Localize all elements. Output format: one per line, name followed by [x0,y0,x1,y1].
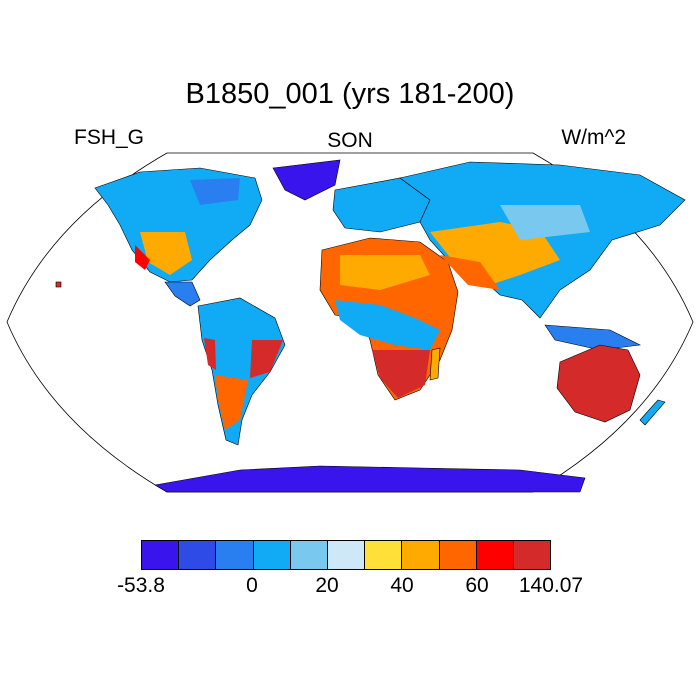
australia [556,344,641,423]
land-fields [55,159,686,493]
indonesia [544,324,642,351]
colorbar-label-20: 20 [315,574,339,597]
colorbar-label-min: -53.8 [117,574,165,597]
colorbar-segment [290,541,328,569]
new-zealand [639,399,666,426]
colorbar-label-60: 60 [465,574,489,597]
colorbar [141,540,551,570]
antarctica [154,465,586,493]
colorbar-segment [216,541,254,569]
colorbar-segment [142,541,180,569]
greenland [272,159,341,201]
colorbar-segment [179,541,217,569]
colorbar-segment [365,541,403,569]
season-label: SON [327,129,373,152]
colorbar-label-0: 0 [246,574,258,597]
plot-title: B1850_001 (yrs 181-200) [185,78,515,110]
south-america [197,297,286,446]
colorbar-segment [327,541,366,569]
colorbar-segment [439,541,477,569]
units-label: W/m^2 [561,126,626,149]
variable-label: FSH_G [74,126,145,149]
colorbar-segment [513,541,551,569]
madagascar [429,347,441,381]
central-america [164,281,201,307]
colorbar-segment [476,541,514,569]
colorbar-label-40: 40 [390,574,414,597]
hawaii [55,281,62,288]
colorbar-segment [402,541,440,569]
colorbar-segment [253,541,291,569]
colorbar-label-max: 140.07 [518,574,584,597]
